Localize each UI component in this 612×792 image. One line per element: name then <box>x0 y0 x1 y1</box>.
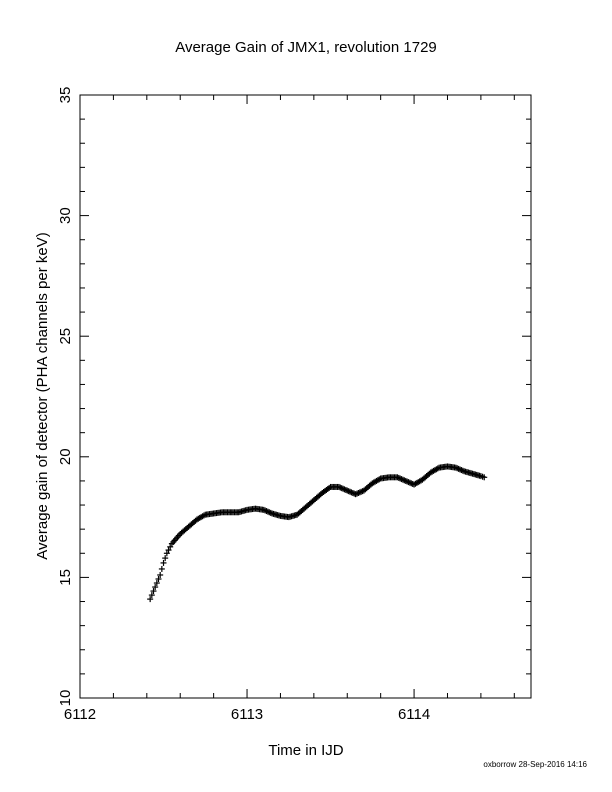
data-point <box>342 486 349 493</box>
data-point <box>404 478 411 485</box>
data-point <box>454 465 461 472</box>
data-point <box>352 491 359 498</box>
data-point <box>397 475 404 482</box>
data-point <box>260 506 267 513</box>
data-point <box>458 467 465 474</box>
y-axis-label: Average gain of detector (PHA channels p… <box>34 232 51 559</box>
data-point <box>402 477 409 484</box>
footer-credit: oxborrow 28-Sep-2016 14:16 <box>483 760 587 769</box>
chart-title: Average Gain of JMX1, revolution 1729 <box>175 39 437 56</box>
x-tick-label: 6113 <box>231 706 263 723</box>
data-point <box>264 508 271 515</box>
y-tick-label: 25 <box>57 328 74 345</box>
data-point <box>335 483 342 490</box>
data-point <box>434 465 441 472</box>
data-point <box>398 476 405 483</box>
data-point <box>459 467 466 474</box>
x-tick-label: 6112 <box>64 706 96 723</box>
y-tick-label: 10 <box>57 690 74 707</box>
x-tick-label: 6114 <box>398 706 430 723</box>
data-point <box>347 488 354 495</box>
data-point <box>452 464 459 471</box>
y-tick-label: 15 <box>57 569 74 586</box>
data-point <box>266 509 273 516</box>
data-point <box>158 565 165 572</box>
y-tick-label: 20 <box>57 448 74 465</box>
data-point <box>200 512 207 519</box>
data-point <box>356 489 363 496</box>
data-point <box>147 596 154 603</box>
data-point <box>394 474 401 481</box>
data-point <box>152 584 159 591</box>
data-point <box>399 476 406 483</box>
data-point <box>376 476 383 483</box>
data-point <box>457 466 464 473</box>
data-point <box>165 547 172 554</box>
data-point <box>395 474 402 481</box>
data-point <box>153 580 160 587</box>
data-point <box>405 479 412 486</box>
data-points <box>147 463 488 603</box>
data-point <box>163 550 170 557</box>
data-point <box>263 508 270 515</box>
data-point <box>354 490 361 497</box>
data-point <box>401 477 408 484</box>
data-point <box>340 485 347 492</box>
y-axis-ticks: 10 15 20 25 30 35 <box>57 87 531 707</box>
y-tick-label: 30 <box>57 207 74 224</box>
data-point <box>455 465 462 472</box>
data-point <box>160 559 167 566</box>
y-tick-label: 35 <box>57 87 74 104</box>
data-point <box>481 474 488 481</box>
data-point <box>358 488 365 495</box>
data-point <box>326 484 333 491</box>
data-point <box>148 592 155 599</box>
data-point <box>341 486 348 493</box>
data-point <box>150 588 157 595</box>
data-point <box>406 479 413 486</box>
data-point <box>344 487 351 494</box>
data-point <box>337 484 344 491</box>
x-axis-ticks: 6112 6113 6114 <box>64 95 515 723</box>
data-point <box>345 488 352 495</box>
data-point <box>262 507 269 514</box>
data-point <box>349 489 356 496</box>
data-point <box>157 571 164 578</box>
data-point <box>348 489 355 496</box>
data-point <box>162 555 169 562</box>
x-axis-label: Time in IJD <box>268 742 343 759</box>
data-point <box>155 576 162 583</box>
data-point <box>355 489 362 496</box>
data-point <box>167 543 174 550</box>
data-point <box>338 485 345 492</box>
plot-frame <box>79 94 532 699</box>
data-point <box>267 509 274 516</box>
